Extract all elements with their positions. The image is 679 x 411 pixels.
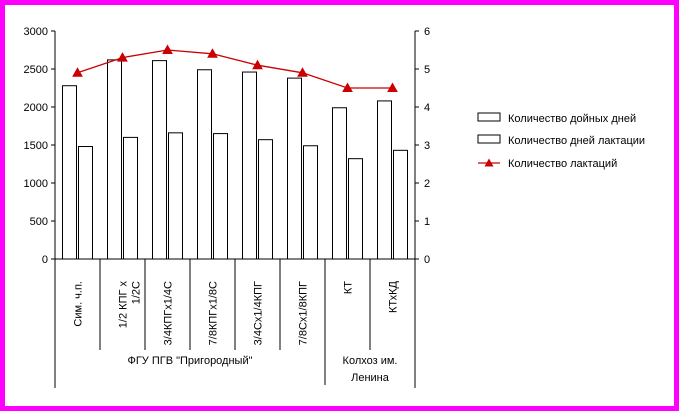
- lactations-marker: [72, 67, 83, 77]
- bar-lactation-days: [168, 132, 183, 260]
- category-label: 7/8КПГх1/8С: [208, 281, 220, 345]
- right-tick-label: 5: [424, 64, 430, 76]
- bar-milking-days: [152, 60, 167, 260]
- bar-milking-days: [62, 85, 77, 260]
- lactations-line: [77, 49, 393, 89]
- category-label: 7/8Сх1/8КПГ: [298, 281, 310, 345]
- legend-label: Количество дойных дней: [508, 113, 636, 125]
- category-label: КТхКД: [388, 280, 400, 313]
- legend-swatch: [477, 134, 501, 144]
- left-tick-label: 500: [30, 216, 48, 228]
- left-tick-label: 1000: [24, 178, 48, 190]
- bar-milking-days: [377, 100, 392, 260]
- axes: 0 500 1000 1500 2000 2500 3000 0 1 2 3 4 5 6: [24, 26, 431, 266]
- lactations-marker: [252, 59, 263, 70]
- bar-lactation-days: [258, 139, 273, 260]
- bar-milking-days: [332, 107, 347, 260]
- bar-milking-days: [287, 77, 302, 260]
- right-tick-label: 0: [424, 254, 430, 266]
- legend-label: Количество дней лактации: [508, 135, 645, 147]
- category-label: 3/4КПГх1/4С: [163, 281, 175, 345]
- lactations-marker: [207, 48, 218, 58]
- bar-lactation-days: [213, 133, 228, 260]
- right-tick-label: 3: [424, 140, 430, 152]
- left-tick-label: 1500: [24, 140, 48, 152]
- right-tick-label: 4: [424, 102, 430, 114]
- bar-lactation-days: [348, 158, 363, 260]
- category-label: Сим. ч.п.: [73, 281, 85, 327]
- bars: [62, 59, 408, 260]
- group-label: Колхоз им. Ленина: [343, 355, 398, 384]
- left-tick-label: 0: [42, 254, 48, 266]
- bar-lactation-days: [123, 136, 138, 260]
- left-tick-label: 2000: [24, 102, 48, 114]
- legend-label: Количество лактаций: [508, 158, 617, 170]
- category-label: 3/4Сх1/4КПГ: [253, 281, 265, 345]
- lactations-marker: [342, 82, 353, 92]
- bar-milking-days: [197, 69, 212, 260]
- legend-swatch: [477, 112, 501, 122]
- left-tick-label: 3000: [24, 26, 48, 38]
- category-label: КТ: [343, 281, 355, 294]
- lactations-marker: [162, 44, 173, 54]
- bar-lactation-days: [303, 145, 318, 260]
- bar-lactation-days: [78, 146, 93, 260]
- right-tick-label: 1: [424, 216, 430, 228]
- right-tick-label: 6: [424, 26, 430, 38]
- line-series: [72, 44, 398, 92]
- left-tick-label: 2500: [24, 64, 48, 76]
- lactations-marker: [387, 82, 398, 92]
- lactations-marker: [297, 67, 308, 77]
- bar-milking-days: [107, 59, 122, 260]
- legend-marker: [484, 158, 494, 167]
- legend: Количество дойных дней Количество дней ла…: [477, 112, 645, 170]
- category-axis: Сим. ч.п. 1/2 КПГ х1/2С 3/4КПГх1/4С 7/8КПГх…: [54, 259, 416, 388]
- bar-milking-days: [242, 71, 257, 260]
- category-label: 1/2 КПГ х1/2С: [118, 281, 143, 329]
- group-label: ФГУ ПГВ "Пригородный": [127, 355, 252, 367]
- right-tick-label: 2: [424, 178, 430, 190]
- bar-lactation-days: [393, 149, 408, 260]
- lactations-marker: [117, 52, 128, 62]
